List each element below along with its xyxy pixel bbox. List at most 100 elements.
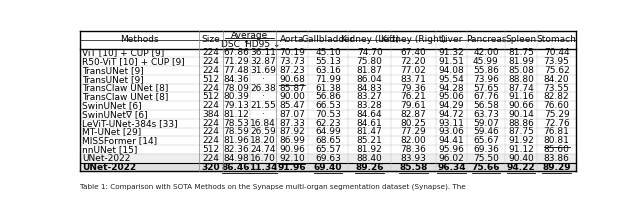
Text: MISSFormer [14]: MISSFormer [14] [82, 136, 157, 145]
Text: 95.96: 95.96 [438, 145, 465, 154]
Text: 81.12: 81.12 [223, 110, 249, 119]
Text: 76.60: 76.60 [543, 101, 570, 110]
Text: Gallbladder: Gallbladder [301, 35, 355, 44]
Text: Spleen: Spleen [506, 35, 536, 44]
Text: 16.70: 16.70 [250, 154, 276, 163]
Text: 84.36: 84.36 [223, 75, 249, 84]
Text: Liver: Liver [440, 35, 463, 44]
Text: 82.87: 82.87 [401, 110, 426, 119]
Text: 68.65: 68.65 [315, 136, 341, 145]
Text: 85.47: 85.47 [279, 101, 305, 110]
Text: 81.87: 81.87 [356, 66, 383, 75]
Text: 73.55: 73.55 [543, 84, 570, 93]
Text: 224: 224 [202, 84, 219, 93]
Text: 82.82: 82.82 [544, 92, 570, 101]
Text: 82.36: 82.36 [223, 145, 249, 154]
Text: 88.86: 88.86 [508, 119, 534, 128]
Text: 320: 320 [202, 163, 220, 171]
Text: 80.81: 80.81 [543, 136, 570, 145]
Text: 87.75: 87.75 [508, 127, 534, 136]
Text: 67.86: 67.86 [223, 48, 249, 58]
Text: 69.40: 69.40 [314, 163, 342, 171]
Text: 90.14: 90.14 [508, 110, 534, 119]
Text: LeViT-UNet-384s [33]: LeViT-UNet-384s [33] [82, 119, 178, 128]
Text: Pancreas: Pancreas [466, 35, 506, 44]
Text: TransUNet [9]: TransUNet [9] [82, 66, 144, 75]
Text: 91.92: 91.92 [508, 136, 534, 145]
Text: 55.86: 55.86 [473, 66, 499, 75]
Text: ·: · [262, 110, 264, 119]
Text: 79.36: 79.36 [401, 84, 426, 93]
Text: 65.67: 65.67 [473, 136, 499, 145]
Text: Methods: Methods [120, 35, 159, 44]
Text: 93.11: 93.11 [438, 119, 465, 128]
Text: 84.83: 84.83 [356, 84, 383, 93]
Text: 224: 224 [202, 101, 219, 110]
Text: 81.75: 81.75 [508, 48, 534, 58]
Text: 384: 384 [202, 110, 220, 119]
Text: 76.21: 76.21 [401, 92, 426, 101]
Text: 84.61: 84.61 [356, 119, 383, 128]
Text: 56.58: 56.58 [473, 101, 499, 110]
Text: 86.46: 86.46 [222, 163, 250, 171]
Text: UNet-2022: UNet-2022 [82, 154, 131, 163]
Text: 87.92: 87.92 [279, 127, 305, 136]
Text: 69.36: 69.36 [473, 145, 499, 154]
Text: ·: · [262, 75, 264, 84]
Text: Stomach: Stomach [537, 35, 577, 44]
Text: 90.00: 90.00 [279, 92, 305, 101]
Text: 87.23: 87.23 [279, 66, 305, 75]
Text: 224: 224 [202, 48, 219, 58]
Text: 91.96: 91.96 [278, 163, 307, 171]
Text: 73.96: 73.96 [473, 75, 499, 84]
Text: SwinUNet [6]: SwinUNet [6] [82, 101, 141, 110]
Text: 90.68: 90.68 [279, 75, 305, 84]
Text: 59.46: 59.46 [473, 127, 499, 136]
Text: 71.29: 71.29 [223, 57, 249, 66]
Text: 512: 512 [202, 75, 220, 84]
Text: 95.54: 95.54 [438, 75, 465, 84]
Text: SwinUNet∇ [6]: SwinUNet∇ [6] [82, 110, 148, 119]
Text: MT-UNet [29]: MT-UNet [29] [82, 127, 141, 136]
Text: 75.66: 75.66 [472, 163, 500, 171]
Text: 67.76: 67.76 [473, 92, 499, 101]
Text: 75.80: 75.80 [356, 57, 383, 66]
Text: 94.41: 94.41 [438, 136, 465, 145]
Text: 82.00: 82.00 [401, 136, 426, 145]
Text: 79.13: 79.13 [223, 101, 249, 110]
Text: 26.59: 26.59 [250, 127, 276, 136]
Text: 224: 224 [202, 127, 219, 136]
Text: 78.09: 78.09 [223, 84, 249, 93]
Text: 65.57: 65.57 [315, 145, 341, 154]
Text: 93.06: 93.06 [438, 127, 465, 136]
Text: Aorta: Aorta [280, 35, 304, 44]
Text: 83.93: 83.93 [401, 154, 426, 163]
Text: 81.47: 81.47 [356, 127, 383, 136]
Text: 75.50: 75.50 [473, 154, 499, 163]
Text: 16.84: 16.84 [250, 119, 276, 128]
Text: 32.87: 32.87 [250, 57, 276, 66]
Text: 90.40: 90.40 [508, 154, 534, 163]
Text: R50-ViT [10] + CUP [9]: R50-ViT [10] + CUP [9] [82, 57, 185, 66]
Text: 94.28: 94.28 [438, 84, 465, 93]
Text: 89.29: 89.29 [542, 163, 571, 171]
Text: Kidney (Right): Kidney (Right) [381, 35, 446, 44]
Text: 76.81: 76.81 [543, 127, 570, 136]
Text: 45.99: 45.99 [473, 57, 499, 66]
Text: 85.08: 85.08 [508, 66, 534, 75]
Text: 95.06: 95.06 [438, 92, 465, 101]
Text: 70.53: 70.53 [315, 110, 341, 119]
Text: 94.29: 94.29 [438, 101, 465, 110]
Text: 74.70: 74.70 [356, 48, 383, 58]
Text: 57.65: 57.65 [473, 84, 499, 93]
Text: 91.16: 91.16 [508, 92, 534, 101]
Text: 64.99: 64.99 [315, 127, 341, 136]
Text: 77.02: 77.02 [401, 66, 426, 75]
Text: 63.16: 63.16 [315, 66, 341, 75]
Text: 85.60: 85.60 [543, 145, 570, 154]
Text: 18.20: 18.20 [250, 136, 276, 145]
Text: 66.53: 66.53 [315, 101, 341, 110]
Text: 83.28: 83.28 [356, 101, 383, 110]
Text: 94.08: 94.08 [438, 66, 465, 75]
Text: 224: 224 [202, 57, 219, 66]
